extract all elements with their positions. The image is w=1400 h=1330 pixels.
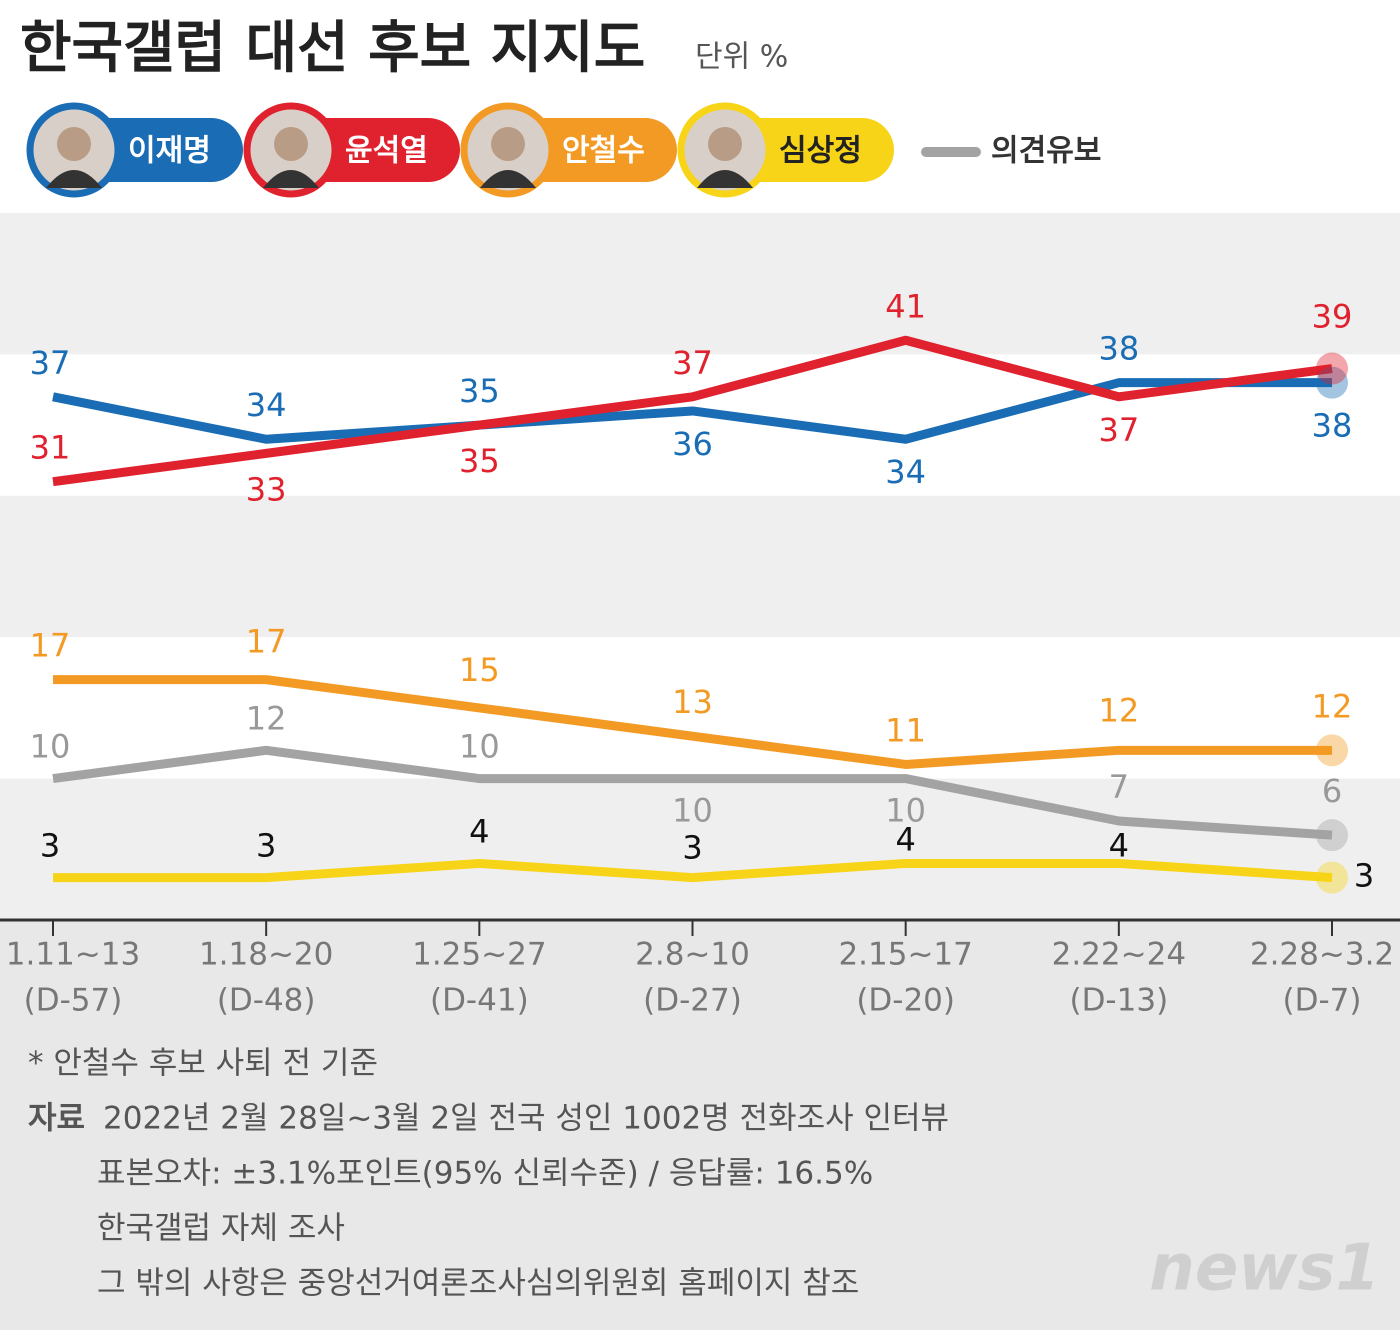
legend-label: 안철수	[562, 134, 645, 169]
data-label: 41	[885, 287, 926, 325]
data-label: 31	[30, 429, 71, 467]
data-label: 33	[246, 470, 287, 508]
data-label: 15	[459, 651, 500, 689]
data-label: 34	[885, 453, 926, 491]
data-label: 34	[246, 386, 287, 424]
data-label: 35	[459, 372, 500, 410]
x-tick-label: 1.18~20	[199, 937, 333, 973]
x-tick-label: 2.28~3.2	[1250, 937, 1394, 973]
series-line	[52, 335, 1333, 487]
legend-photo-body	[46, 170, 102, 188]
data-label: 4	[895, 820, 915, 858]
data-label: 4	[469, 812, 489, 850]
data-label: 6	[1322, 772, 1342, 810]
data-label: 4	[1109, 826, 1129, 864]
data-label: 3	[682, 829, 702, 867]
data-label: 17	[30, 627, 71, 665]
end-marker	[1316, 861, 1348, 894]
data-label: 3	[40, 827, 60, 865]
series-line	[52, 745, 1333, 840]
data-label: 35	[459, 442, 500, 480]
data-label: 37	[672, 344, 713, 382]
legend-label: 윤석열	[345, 134, 428, 169]
x-tick-sublabel: (D-27)	[643, 983, 742, 1019]
legend-label: 이재명	[128, 134, 211, 169]
x-tick-sublabel: (D-41)	[430, 983, 529, 1019]
legend-photo-face	[57, 127, 91, 161]
source-label: 자료	[28, 1101, 85, 1137]
data-label: 3	[1354, 857, 1374, 895]
x-tick-sublabel: (D-48)	[217, 983, 316, 1019]
data-label: 3	[256, 827, 276, 865]
plot: 1.11~13 (D-57) 1.18~20 (D-48) 1.25~27 (D-41) 2…	[0, 213, 1400, 1019]
legend-photo-body	[480, 170, 536, 188]
legend-photo-body	[263, 170, 319, 188]
data-label: 13	[672, 683, 713, 721]
data-label: 37	[1098, 411, 1139, 449]
data-label: 38	[1312, 407, 1353, 445]
data-label: 12	[1312, 687, 1353, 725]
legend-photo-face	[274, 127, 308, 161]
data-label: 36	[672, 425, 713, 463]
data-label: 39	[1312, 298, 1353, 336]
x-tick-sublabel: (D-20)	[856, 983, 955, 1019]
legend-photo-body	[697, 170, 753, 188]
unit-label: 단위 %	[695, 40, 788, 75]
x-tick-label: 2.22~24	[1052, 937, 1186, 973]
source-line: 그 밖의 사항은 중앙선거여론조사심의위원회 홈페이지 참조	[97, 1266, 859, 1302]
end-marker	[1316, 352, 1348, 385]
legend-label: 심상정	[779, 134, 862, 169]
data-label: 10	[672, 792, 713, 830]
legend-label: 의견유보	[991, 134, 1101, 169]
legend-photo-face	[708, 127, 742, 161]
data-label: 37	[30, 344, 71, 382]
x-tick-sublabel: (D-7)	[1283, 983, 1362, 1019]
end-marker	[1316, 819, 1348, 852]
logo: news1	[1149, 1232, 1380, 1306]
x-tick-label: 2.15~17	[838, 937, 972, 973]
data-label: 17	[246, 623, 287, 661]
x-tick-label: 1.11~13	[6, 937, 140, 973]
grid-band	[0, 495, 1400, 638]
series-line	[52, 378, 1332, 444]
data-label: 12	[246, 699, 287, 737]
legend-photo-face	[491, 127, 525, 161]
data-label: 38	[1098, 330, 1139, 368]
x-tick-sublabel: (D-57)	[24, 983, 123, 1019]
footer-bg	[0, 920, 1400, 1330]
note: * 안철수 후보 사퇴 전 기준	[28, 1046, 378, 1082]
grid-band	[0, 778, 1400, 920]
x-tick-label: 1.25~27	[412, 937, 546, 973]
grid-band	[0, 213, 1400, 355]
series-line	[53, 858, 1333, 883]
data-label: 12	[1098, 691, 1139, 729]
x-tick-sublabel: (D-13)	[1069, 983, 1168, 1019]
data-label: 10	[459, 728, 500, 766]
source-line: 2022년 2월 28일~3월 2일 전국 성인 1002명 전화조사 인터뷰	[103, 1101, 949, 1137]
data-label: 10	[885, 792, 926, 830]
source-line: 표본오차: ±3.1%포인트(95% 신뢰수준) / 응답률: 16.5%	[97, 1156, 873, 1192]
grid-band	[0, 354, 1400, 496]
chart-title: 한국갤럽 대선 후보 지지도	[20, 16, 645, 81]
end-marker	[1316, 366, 1348, 399]
series-line	[53, 675, 1332, 769]
source-line: 한국갤럽 자체 조사	[97, 1211, 345, 1247]
end-marker	[1316, 734, 1348, 767]
data-label: 11	[885, 711, 926, 749]
data-label: 10	[30, 728, 71, 766]
data-label: 7	[1109, 768, 1129, 806]
x-tick-label: 2.8~10	[635, 937, 750, 973]
